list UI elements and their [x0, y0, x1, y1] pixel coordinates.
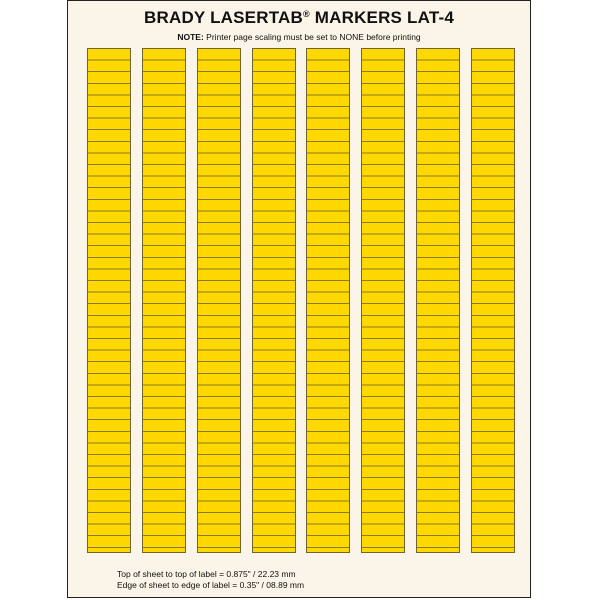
label-column-6[interactable] — [361, 48, 406, 553]
edge-offset-spec: Edge of sheet to edge of label = 0.35" /… — [117, 580, 305, 590]
label-column-3[interactable] — [196, 48, 241, 553]
label-column-1[interactable] — [87, 48, 131, 553]
label-column-2[interactable] — [141, 48, 186, 553]
title-brand: BRADY LASERTAB — [144, 8, 303, 27]
label-column-4[interactable] — [251, 48, 296, 553]
registered-mark: ® — [302, 9, 310, 19]
sheet-title: BRADY LASERTAB® MARKERS LAT-4 — [68, 8, 530, 28]
note-text: Printer page scaling must be set to NONE… — [203, 32, 421, 42]
label-columns — [87, 48, 515, 553]
label-column-5[interactable] — [306, 48, 351, 553]
printing-note: NOTE: Printer page scaling must be set t… — [68, 32, 530, 42]
label-column-8[interactable] — [471, 48, 515, 553]
label-sheet: BRADY LASERTAB® MARKERS LAT-4 NOTE: Prin… — [67, 0, 531, 598]
label-column-7[interactable] — [416, 48, 461, 553]
top-offset-spec: Top of sheet to top of label = 0.875" / … — [117, 569, 296, 579]
title-product: MARKERS LAT-4 — [309, 8, 454, 27]
note-label: NOTE: — [177, 32, 204, 42]
